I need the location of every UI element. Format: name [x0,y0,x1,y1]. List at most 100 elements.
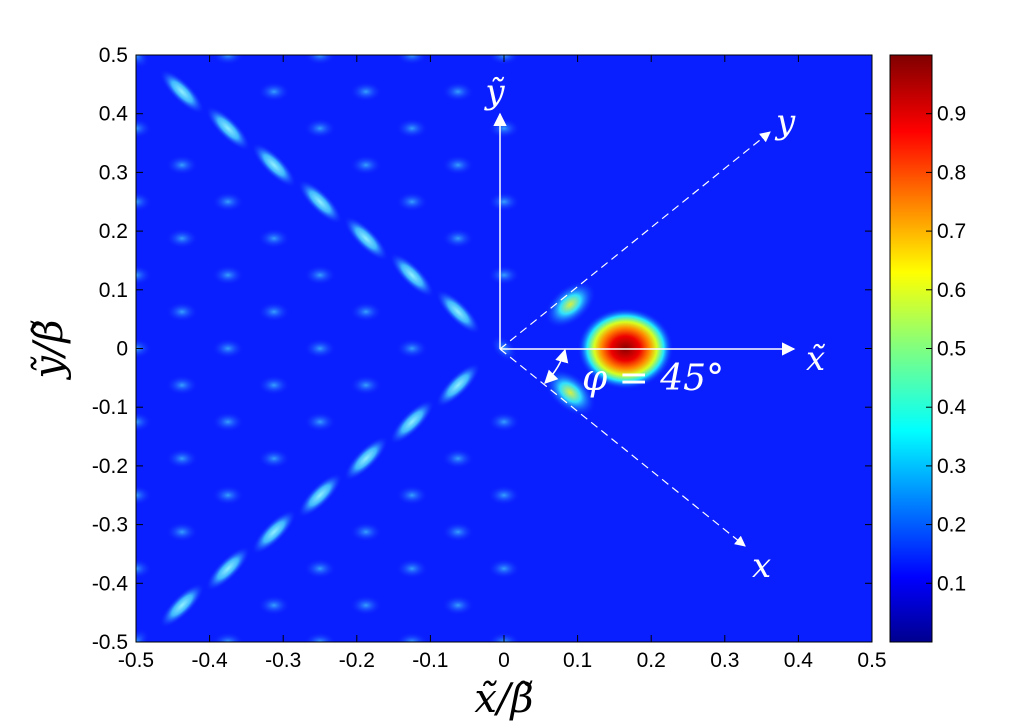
x-tick-label: -0.3 [265,649,301,672]
pattern-blob [212,338,244,359]
pattern-blob [136,558,152,579]
colorbar-tick-label: 0.1 [937,572,966,595]
pattern-blob [212,265,244,286]
pattern-blob [389,252,435,298]
x-tick-label: -0.5 [118,649,154,672]
pattern-blob [212,485,244,506]
pattern-blob [166,301,198,322]
y-tick-label: -0.1 [92,396,128,419]
x-tick-label: -0.4 [192,649,229,672]
pattern-blob [159,582,205,628]
colorbar [889,54,933,643]
x-axis-ticks: -0.5 -0.4 -0.3 -0.2 -0.1 0 0.1 0.2 0.3 0.4 0.5 [118,55,887,672]
pattern-blob [251,509,297,555]
pattern-blob [350,155,382,176]
colorbar-tick-label: 0.3 [937,455,966,478]
pattern-blob [304,338,336,359]
pattern-blob [435,362,481,408]
y-tick-label: 0.4 [99,103,129,126]
y-tick-label: -0.5 [92,631,128,654]
colorbar-tick-label: 0.2 [937,514,966,537]
pattern-blob [343,216,389,261]
pattern-blob [297,472,343,518]
label-x-tilde: x̃ [806,339,826,379]
pattern-blob [136,338,152,359]
pattern-blob [396,191,428,212]
side-peak [544,280,596,329]
colorbar-tick-label: 0.7 [937,220,966,243]
y-tick-label: 0.5 [99,44,128,67]
pattern-blob [258,595,290,616]
pattern-blob [212,411,244,432]
pattern-blob [350,521,382,542]
pattern-blob [343,436,389,481]
pattern-blob [136,411,152,432]
pattern-blob [442,521,474,542]
pattern-blob [304,632,336,642]
pattern-blob [166,228,198,249]
pattern-blob [350,595,382,616]
x-tick-label: -0.1 [412,649,448,672]
pattern-blob [396,118,428,139]
pattern-blob [488,558,520,579]
colorbar-tick-label: 0.8 [937,161,966,184]
label-y: y [774,102,796,142]
pattern-blob [442,228,474,249]
pattern-blob [442,595,474,616]
pattern-blob [304,55,336,65]
pattern-blob [488,191,520,212]
pattern-blob [442,155,474,176]
pattern-blob [396,338,428,359]
pattern-blob [442,81,474,102]
colorbar-tick-label: 0.4 [937,396,967,419]
axis-y-dashed-arrow [499,131,771,350]
y-tick-label: -0.3 [92,514,128,537]
pattern-blob [304,118,336,139]
pattern-blob [488,265,520,286]
x-tick-label: 0 [498,649,510,672]
pattern-blob [435,289,481,335]
x-tick-label: -0.2 [339,649,375,672]
pattern-blob [166,155,198,176]
pattern-blob [304,411,336,432]
x-tick-label: 0.4 [784,649,814,672]
pattern-blob [136,55,150,69]
pattern-blob [136,628,150,642]
pattern-blob [389,399,435,445]
pattern-blob [136,191,152,212]
label-y-tilde: ỹ [483,72,505,112]
pattern-blob [488,411,520,432]
y-tick-label: 0 [116,338,128,361]
angle-arc [544,348,569,384]
pattern-blob [212,632,244,642]
pattern-blob [166,448,198,469]
pattern-blob [212,55,244,65]
pattern-blob [396,55,428,65]
y-tick-label: -0.2 [92,455,128,478]
pattern-blob [205,546,251,591]
y-tick-label: 0.2 [99,220,128,243]
colorbar-tick-label: 0.5 [937,338,966,361]
y-tick-label: -0.4 [92,572,129,595]
pattern-blob [205,106,251,151]
x-axis-label: x̃/β̃ [474,676,533,721]
pattern-blob [251,142,297,188]
pattern-blob [396,485,428,506]
colorbar-ticks: 0.1 0.2 0.3 0.4 0.5 0.6 0.7 0.8 0.9 [926,103,967,595]
pattern-blob [258,228,290,249]
pattern-blob [396,558,428,579]
y-axis-ticks: -0.5 -0.4 -0.3 -0.2 -0.1 0 0.1 0.2 0.3 0.4 0.5 [92,44,872,654]
pattern-blob [488,485,520,506]
pattern-blob [166,521,198,542]
pattern-blob [350,375,382,396]
y-axis-label: ỹ/β̃ [26,319,72,380]
pattern-blob [212,191,244,212]
x-tick-label: 0.1 [563,649,592,672]
pattern-blob [297,179,343,225]
colorbar-tick-label: 0.6 [937,279,966,302]
interference-pattern [136,55,520,642]
pattern-blob [396,632,428,642]
pattern-blob [166,375,198,396]
colorbar-tick-label: 0.9 [937,103,966,126]
